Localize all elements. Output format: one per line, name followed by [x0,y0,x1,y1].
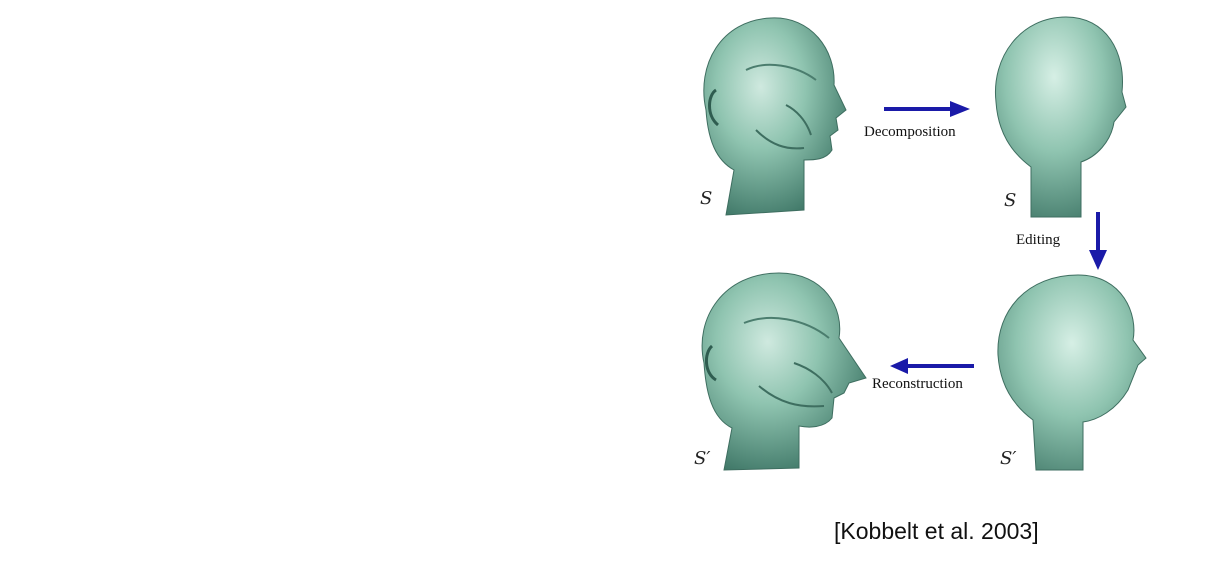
editing-arrow [1089,212,1107,270]
smooth-head [986,12,1136,222]
decomposition-label: Decomposition [864,124,956,140]
decomposition-arrow [884,101,970,117]
multiresolution-editing-figure: S Decomposition S [676,4,1156,488]
editing-label: Editing [1016,232,1061,248]
reconstruction-arrow [890,358,974,374]
edited-smooth-head [988,270,1148,475]
symbol-s-prime-smooth: S′ [1000,448,1017,469]
reconstruction-label: Reconstruction [872,376,963,392]
symbol-s-prime-result: S′ [694,448,711,469]
detailed-head-original [686,10,856,220]
symbol-s-original: S [700,188,713,209]
symbol-s-smooth: S [1004,190,1017,211]
detailed-head-edited [684,268,869,478]
citation: [Kobbelt et al. 2003] [834,518,1039,544]
